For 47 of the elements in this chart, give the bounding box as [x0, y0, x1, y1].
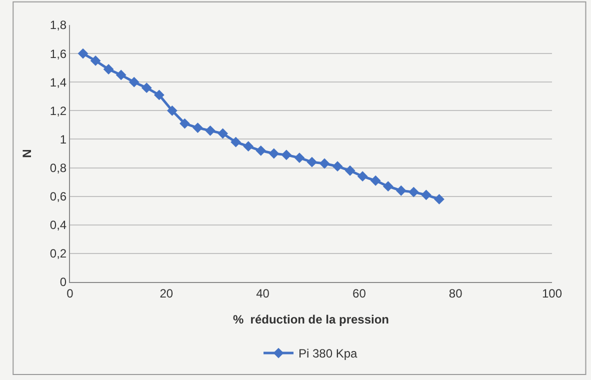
- point: [116, 70, 126, 80]
- point: [370, 175, 381, 186]
- point: [294, 152, 305, 163]
- point: [218, 128, 228, 139]
- y-tick-label: 1,4: [50, 75, 67, 90]
- y-tick-label: 1,8: [50, 18, 67, 32]
- point: [192, 122, 203, 133]
- y-tick-label: 1: [60, 132, 67, 146]
- point: [281, 150, 292, 160]
- point: [306, 156, 318, 168]
- y-axis-title: N: [20, 149, 34, 158]
- y-tick-label: 0,4: [50, 218, 67, 232]
- y-tick-label: 1,2: [50, 104, 67, 118]
- point: [103, 64, 114, 74]
- y-tick-label: 1,6: [50, 46, 67, 61]
- x-tick-label: 40: [256, 286, 270, 300]
- point: [396, 185, 406, 196]
- point: [408, 186, 419, 198]
- point: [128, 76, 140, 88]
- x-tick-label: 20: [160, 286, 174, 300]
- y-tick-label: 0: [60, 275, 67, 290]
- point: [166, 105, 178, 116]
- point: [141, 82, 152, 94]
- x-tick-label: 60: [352, 286, 366, 300]
- point: [434, 194, 444, 204]
- x-axis-title: % réduction de la pression: [232, 312, 390, 326]
- point: [90, 55, 101, 66]
- y-tick-label: 0,6: [50, 190, 67, 204]
- x-tick-label: 80: [448, 286, 463, 300]
- point: [256, 145, 266, 156]
- point: [319, 158, 330, 169]
- point: [78, 48, 88, 59]
- point: [421, 190, 432, 200]
- point: [332, 161, 343, 172]
- y-tick-label: 0,2: [50, 246, 67, 261]
- point: [357, 171, 368, 182]
- point: [154, 90, 164, 100]
- point: [382, 181, 394, 192]
- y-tick-label: 0,8: [50, 160, 67, 175]
- point: [344, 165, 356, 176]
- point: [268, 148, 280, 159]
- point: [230, 136, 242, 148]
- point: [180, 118, 190, 129]
- legend-label: Pi 380 Kpa: [298, 346, 358, 361]
- x-tick-label: 100: [542, 286, 562, 300]
- point: [205, 125, 216, 136]
- point: [243, 141, 254, 152]
